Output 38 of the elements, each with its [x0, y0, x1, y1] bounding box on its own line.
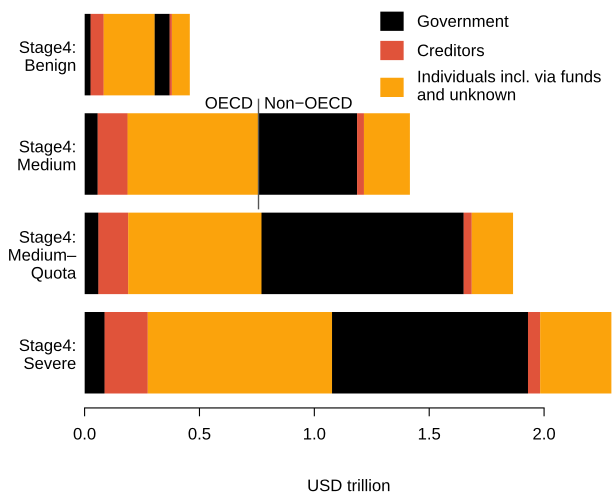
bar — [154, 14, 170, 96]
x-tick-label: 2.0 — [533, 428, 556, 440]
bar — [364, 113, 410, 195]
x-tick-label: 1.5 — [418, 428, 440, 440]
bar — [172, 14, 190, 96]
annotation: Non−OECD — [265, 97, 352, 109]
x-tick-label: 1.0 — [304, 428, 326, 440]
bar — [98, 113, 128, 195]
annotation: OECD — [206, 97, 252, 109]
bar — [357, 113, 364, 195]
y-tick-label: Stage4: Severe — [20, 339, 76, 370]
bar — [84, 14, 91, 96]
y-tick-label: Stage4: Benign — [20, 41, 76, 74]
x-axis-title: USD trillion — [308, 479, 390, 492]
bar — [90, 14, 104, 96]
bar — [540, 312, 612, 394]
bar — [98, 212, 128, 294]
bar — [261, 212, 464, 294]
x-tick-label: 0.5 — [188, 428, 210, 440]
bar — [84, 113, 98, 195]
y-tick-label: Stage4: Medium– Quota — [9, 231, 76, 282]
legend-label: Government — [418, 15, 509, 27]
legend-label: Individuals incl. via funds and unknown — [418, 70, 601, 100]
bar — [84, 312, 105, 394]
bar — [528, 312, 540, 394]
bar — [128, 212, 262, 294]
bar — [104, 14, 155, 96]
bar — [464, 212, 472, 294]
bar — [84, 212, 98, 294]
bar — [148, 312, 332, 394]
x-tick-label: 0.0 — [74, 428, 96, 440]
bar — [128, 113, 259, 195]
bar — [472, 212, 514, 294]
bar — [332, 312, 528, 394]
bar — [104, 312, 148, 394]
bar — [258, 113, 358, 195]
y-tick-label: Stage4: Medium — [18, 140, 76, 170]
legend-label: Creditors — [418, 44, 484, 56]
